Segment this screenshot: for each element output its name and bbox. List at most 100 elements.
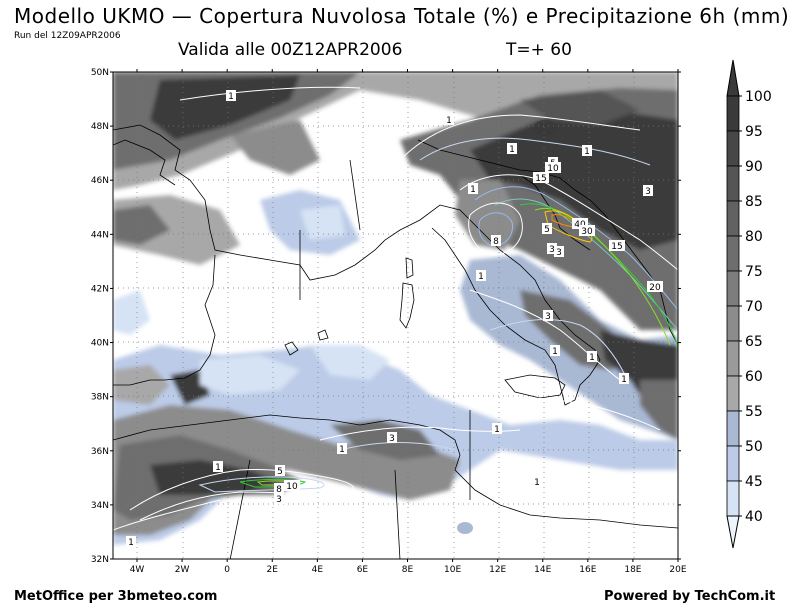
contour-label-box — [587, 351, 597, 362]
legend-label: 45 — [745, 474, 763, 490]
legend-label: 50 — [745, 439, 763, 455]
legend-swatch — [726, 270, 740, 307]
contour-label: 8 — [493, 237, 499, 247]
contour-label-box — [582, 145, 592, 156]
contour-label: 1 — [339, 445, 345, 455]
lat-tick-label: 46N — [91, 176, 109, 186]
contour-label: 1 — [478, 272, 484, 282]
contour-label: 1 — [584, 147, 590, 157]
contour-label: 10 — [286, 482, 298, 492]
lon-tick-label: 4E — [312, 565, 324, 575]
contour-label-box — [387, 432, 397, 443]
contour-label: 5 — [277, 467, 283, 477]
contour-label: 1 — [128, 538, 134, 548]
legend-swatch — [726, 410, 740, 447]
legend-bottom-arrow — [726, 515, 740, 549]
legend-label: 65 — [745, 334, 763, 350]
legend-label: 40 — [745, 509, 763, 525]
legend-swatch — [726, 445, 740, 482]
lon-tick-label: 14E — [534, 565, 551, 575]
contour-label-box — [554, 246, 564, 257]
contour-label-box — [492, 423, 502, 434]
contour-label-box — [274, 493, 284, 504]
legend-swatch — [726, 200, 740, 237]
contour-label: 5 — [544, 225, 550, 235]
lat-tick-label: 34N — [91, 501, 109, 511]
legend-label: 90 — [745, 159, 763, 175]
contour-label: 3 — [556, 248, 562, 258]
contour-label-box — [543, 310, 553, 321]
contour-label-box — [226, 90, 236, 101]
legend-swatch — [726, 95, 740, 132]
contour-label-box — [213, 461, 223, 472]
legend-label: 75 — [745, 264, 763, 280]
contour-label: 1 — [215, 463, 221, 473]
contour-label: 1 — [446, 116, 452, 126]
valid-time-label: Valida alle 00Z12APR2006 — [178, 40, 403, 60]
legend-swatch — [726, 130, 740, 167]
lon-tick-label: 10E — [444, 565, 461, 575]
contour-label: 8 — [276, 485, 282, 495]
lon-tick-label: 0 — [224, 565, 230, 575]
lat-tick-label: 44N — [91, 230, 109, 240]
powered-by-credit: Powered by TechCom.it — [604, 589, 776, 604]
legend-swatch — [726, 235, 740, 272]
lon-tick-label: 2E — [267, 565, 279, 575]
contour-label-box — [284, 480, 300, 491]
legend-label: 95 — [745, 124, 763, 140]
lat-tick-label: 42N — [91, 284, 109, 294]
legend-label: 55 — [745, 404, 763, 420]
contour-label: 15 — [535, 174, 546, 184]
legend-swatch — [726, 165, 740, 202]
contour-label: 20 — [649, 283, 661, 293]
run-label: Run del 12Z09APR2006 — [14, 31, 121, 41]
contour-label-box — [532, 476, 542, 487]
forecast-step-label: T=+ 60 — [506, 40, 572, 60]
lon-tick-label: 20E — [669, 565, 686, 575]
contour-label-box — [545, 162, 561, 173]
lon-tick-label: 18E — [624, 565, 641, 575]
lat-tick-label: 32N — [91, 555, 109, 565]
contour-label: 1 — [589, 353, 595, 363]
contour-label: 3 — [389, 434, 395, 444]
lon-tick-label: 12E — [489, 565, 506, 575]
contour-label-box — [609, 240, 625, 251]
lon-tick-label: 4W — [130, 565, 145, 575]
contour-label-box — [643, 185, 653, 196]
contour-label: 1 — [621, 375, 627, 385]
legend-swatch — [726, 480, 740, 517]
contour-label: 30 — [581, 227, 593, 237]
lon-tick-label: 6E — [357, 565, 369, 575]
contour-label-box — [275, 465, 285, 476]
contour-label-box — [476, 270, 486, 281]
legend-swatch — [726, 375, 740, 412]
contour-label-box — [444, 114, 454, 125]
contour-label-box — [337, 443, 347, 454]
contour-label: 1 — [470, 185, 476, 195]
legend-label: 80 — [745, 229, 763, 245]
lat-tick-label: 50N — [91, 68, 109, 78]
legend-label: 100 — [745, 89, 772, 105]
coastlines — [113, 124, 678, 559]
contour-label-box — [550, 345, 560, 356]
contour-label-box — [572, 218, 588, 229]
legend-swatch — [726, 340, 740, 377]
lat-tick-label: 36N — [91, 447, 109, 457]
contour-label-box — [647, 281, 663, 292]
contour-label: 3 — [549, 245, 555, 255]
contour-label-box — [579, 225, 595, 236]
cloud-cover-legend: 100 95 90 85 80 75 70 65 60 55 50 45 40 — [726, 59, 772, 549]
contour-label: 10 — [547, 164, 559, 174]
lat-tick-label: 38N — [91, 393, 109, 403]
legend-label: 70 — [745, 299, 763, 315]
contour-label: 3 — [545, 312, 551, 322]
map-frame — [112, 71, 679, 560]
contour-label-box — [507, 143, 517, 154]
contour-label-box — [468, 183, 478, 194]
contour-label: 1 — [228, 92, 234, 102]
contour-label-box — [491, 235, 501, 246]
legend-label: 60 — [745, 369, 763, 385]
contour-label-box — [126, 536, 136, 547]
contour-label: 3 — [276, 495, 282, 505]
